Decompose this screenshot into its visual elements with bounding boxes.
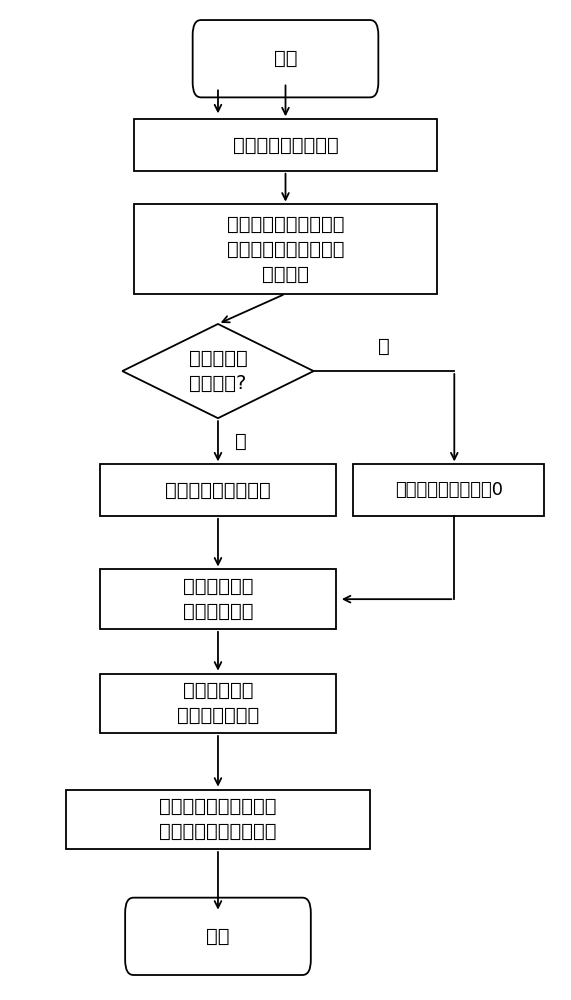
Text: 计算最终预测
无人机位置信息: 计算最终预测 无人机位置信息 <box>177 681 259 725</box>
Text: 否: 否 <box>378 337 390 356</box>
Bar <box>134 204 437 294</box>
Bar <box>66 790 370 849</box>
Bar <box>100 569 336 629</box>
Text: 根据地速和预测的接收
延迟时间计算无人机位
置偏移量: 根据地速和预测的接收 延迟时间计算无人机位 置偏移量 <box>227 215 344 284</box>
FancyBboxPatch shape <box>192 20 379 97</box>
Polygon shape <box>122 324 313 418</box>
Bar <box>134 119 437 171</box>
Bar <box>100 674 336 733</box>
Text: 置天线位置偏差量为0: 置天线位置偏差量为0 <box>395 481 502 499</box>
Text: 提取无人机位置信息: 提取无人机位置信息 <box>232 135 339 154</box>
Bar <box>100 464 336 516</box>
Text: 机载天线为
定向天线?: 机载天线为 定向天线? <box>188 349 247 393</box>
Text: 结束: 结束 <box>206 927 230 946</box>
Bar <box>353 464 544 516</box>
Text: 计算天线位置偏差量: 计算天线位置偏差量 <box>165 481 271 500</box>
FancyBboxPatch shape <box>125 898 311 975</box>
Text: 计算最终预测
位置偏移距离: 计算最终预测 位置偏移距离 <box>183 577 253 621</box>
Text: 计算方位数字引导值和
俧仰数字引导值并发送: 计算方位数字引导值和 俧仰数字引导值并发送 <box>159 797 277 841</box>
Text: 开始: 开始 <box>274 49 297 68</box>
Text: 是: 是 <box>235 432 247 451</box>
